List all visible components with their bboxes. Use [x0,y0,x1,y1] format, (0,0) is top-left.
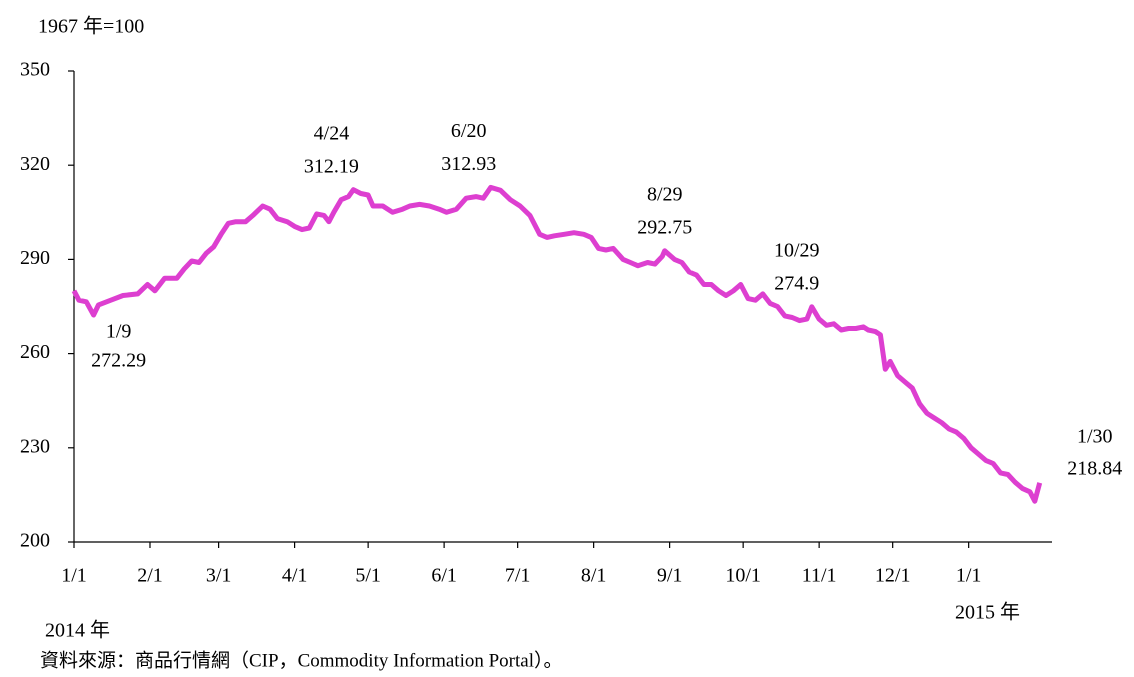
x-tick-label: 6/1 [431,565,457,587]
y-tick-label: 260 [20,341,50,363]
unit-label: 1967 年=100 [38,15,144,38]
x-tick-label: 2/1 [137,565,163,587]
annotation-value: 274.9 [774,272,819,294]
annotation-value: 272.29 [91,350,146,372]
y-tick-label: 290 [20,247,50,269]
x-tick-label: 9/1 [657,565,683,587]
annotation-date: 10/29 [774,239,820,261]
annotation-value: 312.19 [304,155,359,177]
x-tick-label: 3/1 [206,565,232,587]
annotation-date: 6/20 [451,120,487,142]
start-year: 2014 年 [45,619,110,642]
x-tick-label: 4/1 [282,565,308,587]
x-tick-label: 12/1 [875,565,911,587]
x-tick-label: 5/1 [355,565,381,587]
data-line [71,184,1043,504]
x-tick-label: 8/1 [581,565,607,587]
x-tick-label: 1/1 [956,565,982,587]
y-tick-label: 200 [20,530,50,552]
annotation-date: 1/9 [106,321,132,343]
x-tick-label: 11/1 [802,565,837,587]
annotation-value: 218.84 [1067,457,1122,479]
annotation-date: 8/29 [647,183,683,205]
y-tick-label: 230 [20,435,50,457]
source-note: 資料來源：商品行情網（CIP，Commodity Information Por… [40,649,563,671]
annotation-value: 312.93 [441,153,496,175]
y-tick-label: 320 [20,153,50,175]
end-year: 2015 年 [955,601,1020,624]
annotation-date: 1/30 [1077,425,1113,447]
x-tick-label: 10/1 [725,565,761,587]
annotation-value: 292.75 [637,216,692,238]
annotation-date: 4/24 [314,122,350,144]
x-tick-label: 1/1 [61,565,87,587]
x-tick-label: 7/1 [505,565,531,587]
y-tick-label: 350 [20,59,50,81]
